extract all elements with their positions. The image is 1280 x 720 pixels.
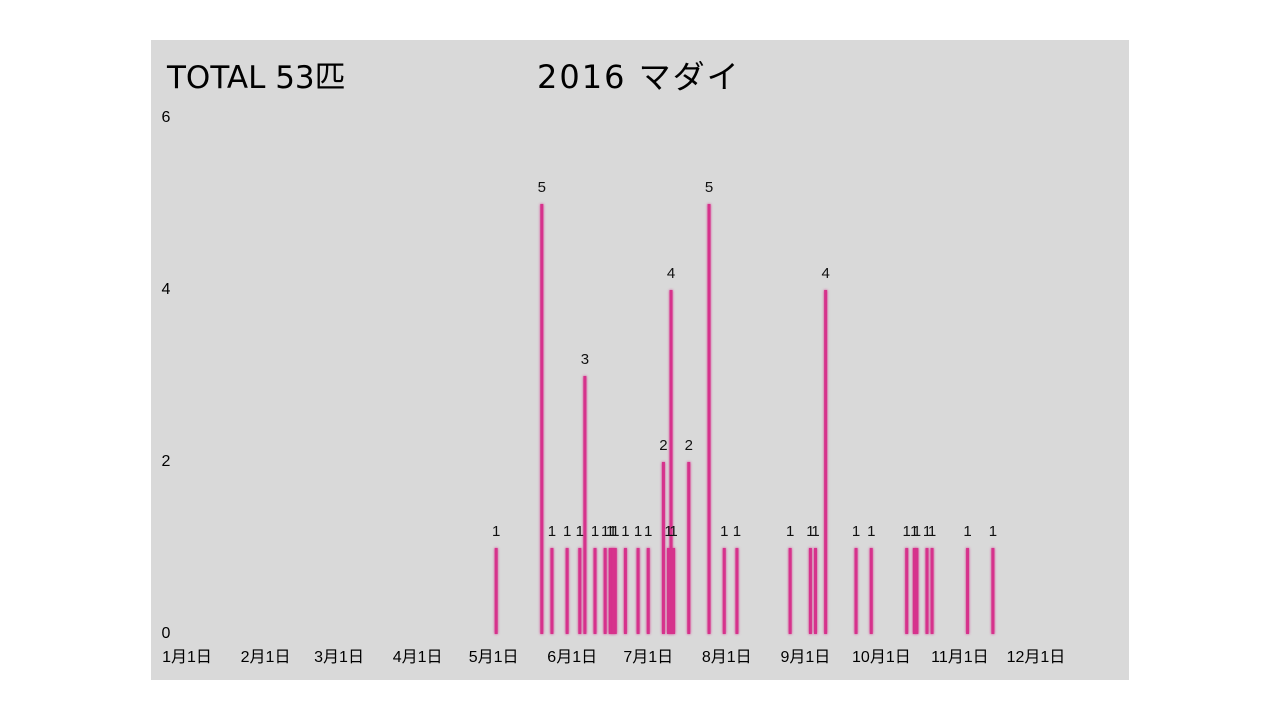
x-tick-label: 9月1日 [780, 649, 830, 666]
x-tick-label: 5月1日 [469, 649, 519, 666]
bar [991, 548, 995, 634]
bar [494, 548, 498, 634]
bar [608, 548, 612, 634]
bar [966, 548, 970, 634]
bar [646, 548, 650, 634]
data-label: 4 [821, 265, 829, 282]
data-label: 1 [634, 523, 642, 540]
data-label: 4 [667, 265, 675, 282]
data-label: 1 [989, 523, 997, 540]
bar [661, 462, 665, 634]
x-tick-labels: 1月1日 2月1日 3月1日 4月1日 5月1日 6月1日 7月1日 8月1日 9月1日 10月1… [162, 649, 1065, 666]
bar [813, 548, 817, 634]
bar [623, 548, 627, 634]
bar [540, 204, 544, 634]
bar [583, 376, 587, 634]
chart-panel: TOTAL 53匹 2016 マダイ 0 2 4 6 1月1日 2月1日 3月1日 4月1日… [151, 40, 1129, 680]
bar [915, 548, 919, 634]
bar [707, 204, 711, 634]
bar [603, 548, 607, 634]
bars-layer [494, 204, 995, 634]
y-tick-label: 4 [162, 281, 171, 298]
x-tick-label: 3月1日 [314, 649, 364, 666]
total-count-label: TOTAL 53匹 [167, 60, 346, 96]
data-label: 1 [548, 523, 556, 540]
data-label: 1 [852, 523, 860, 540]
data-label: 1 [867, 523, 875, 540]
x-tick-label: 6月1日 [547, 649, 597, 666]
data-label: 1 [811, 523, 819, 540]
bar [565, 548, 569, 634]
bar [578, 548, 582, 634]
data-label: 2 [659, 437, 667, 454]
y-tick-label: 6 [162, 109, 171, 126]
bar [788, 548, 792, 634]
bar [930, 548, 934, 634]
bar [613, 548, 617, 634]
data-label: 1 [923, 523, 931, 540]
x-tick-label: 1月1日 [162, 649, 212, 666]
bar [667, 548, 671, 634]
bar [722, 548, 726, 634]
bar [672, 548, 676, 634]
data-label: 1 [963, 523, 971, 540]
x-tick-label: 10月1日 [852, 649, 911, 666]
data-label: 1 [621, 523, 629, 540]
data-label: 1 [644, 523, 652, 540]
bar [636, 548, 640, 634]
bar [735, 548, 739, 634]
data-label: 1 [806, 523, 814, 540]
data-label: 1 [611, 523, 619, 540]
y-tick-label: 0 [162, 625, 171, 642]
x-tick-label: 7月1日 [623, 649, 673, 666]
bar [611, 548, 615, 634]
bar [912, 548, 916, 634]
data-label: 2 [685, 437, 693, 454]
data-label: 1 [913, 523, 921, 540]
x-tick-label: 12月1日 [1007, 649, 1066, 666]
chart-title: 2016 マダイ [537, 58, 741, 96]
y-tick-label: 2 [162, 453, 171, 470]
bar [854, 548, 858, 634]
x-tick-label: 2月1日 [241, 649, 291, 666]
bar [824, 290, 828, 634]
data-label: 1 [720, 523, 728, 540]
data-label: 3 [581, 351, 589, 368]
data-label: 1 [601, 523, 609, 540]
data-label: 1 [609, 523, 617, 540]
data-label: 1 [576, 523, 584, 540]
bar [925, 548, 929, 634]
data-label: 5 [705, 179, 713, 196]
data-label: 1 [563, 523, 571, 540]
bar [869, 548, 873, 634]
bar [669, 290, 673, 634]
bar [550, 548, 554, 634]
data-label: 1 [928, 523, 936, 540]
data-label: 1 [591, 523, 599, 540]
data-label: 1 [903, 523, 911, 540]
bar [808, 548, 812, 634]
x-tick-label: 4月1日 [393, 649, 443, 666]
data-label: 1 [606, 523, 614, 540]
data-label: 1 [669, 523, 677, 540]
y-tick-labels: 0 2 4 6 [162, 109, 171, 642]
bar [593, 548, 597, 634]
data-label: 1 [492, 523, 500, 540]
data-label: 1 [733, 523, 741, 540]
data-label: 1 [786, 523, 794, 540]
data-label: 1 [910, 523, 918, 540]
chart-svg: 0 2 4 6 1月1日 2月1日 3月1日 4月1日 5月1日 6月1日 7月1日 8月1日 9月1… [162, 109, 1066, 666]
x-tick-label: 8月1日 [702, 649, 752, 666]
data-label: 5 [538, 179, 546, 196]
bar [905, 548, 909, 634]
bar [687, 462, 691, 634]
data-label: 1 [664, 523, 672, 540]
x-tick-label: 11月1日 [931, 649, 989, 666]
